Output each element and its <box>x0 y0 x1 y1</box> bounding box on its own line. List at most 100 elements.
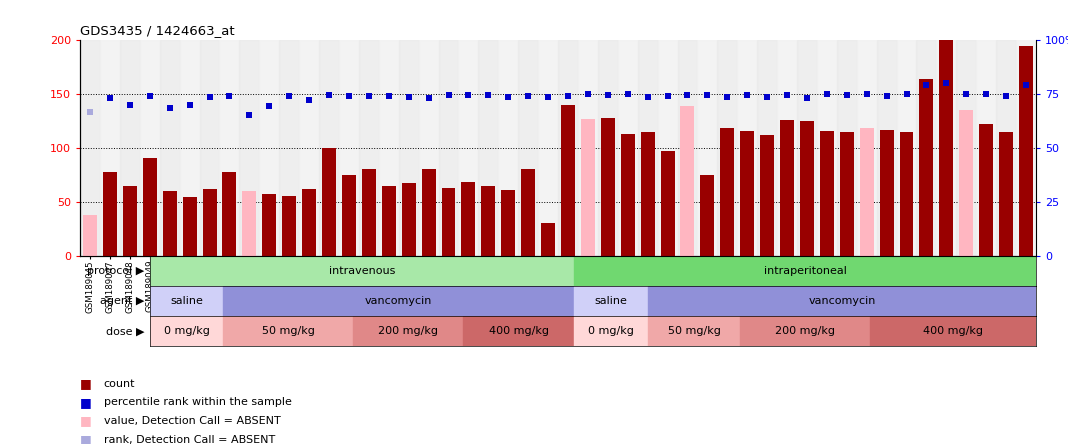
Bar <box>381 186 396 256</box>
Bar <box>352 316 464 346</box>
Bar <box>183 198 197 256</box>
Text: 400 mg/kg: 400 mg/kg <box>489 326 549 336</box>
Bar <box>860 128 874 256</box>
Bar <box>940 40 954 256</box>
Bar <box>419 40 439 256</box>
Bar <box>342 175 356 256</box>
Bar <box>279 40 299 256</box>
Bar <box>521 170 535 256</box>
Bar <box>621 134 634 256</box>
Bar <box>575 256 1036 286</box>
Text: dose ▶: dose ▶ <box>106 326 144 336</box>
Bar <box>561 105 575 256</box>
Bar <box>1019 47 1033 256</box>
Text: rank, Detection Call = ABSENT: rank, Detection Call = ABSENT <box>104 435 274 444</box>
Bar <box>617 40 638 256</box>
Bar <box>461 182 475 256</box>
Bar <box>996 40 1016 256</box>
Text: 400 mg/kg: 400 mg/kg <box>923 326 983 336</box>
Bar <box>920 79 933 256</box>
Bar <box>740 131 754 256</box>
Text: 50 mg/kg: 50 mg/kg <box>262 326 314 336</box>
Bar <box>103 171 116 256</box>
Bar <box>242 191 256 256</box>
Text: vancomycin: vancomycin <box>365 296 433 306</box>
Bar <box>441 188 455 256</box>
Bar <box>323 148 336 256</box>
Text: ■: ■ <box>80 377 92 390</box>
Bar <box>203 189 217 256</box>
Bar <box>482 186 496 256</box>
Bar <box>648 286 1036 316</box>
Bar <box>896 40 916 256</box>
Bar <box>143 158 157 256</box>
Bar <box>578 40 598 256</box>
Bar <box>641 132 655 256</box>
Bar <box>575 316 648 346</box>
Bar <box>899 132 913 256</box>
Text: saline: saline <box>595 296 628 306</box>
Bar <box>661 151 675 256</box>
Bar <box>319 40 339 256</box>
Bar <box>740 316 869 346</box>
Bar <box>800 121 814 256</box>
Bar <box>877 40 896 256</box>
Bar <box>458 40 478 256</box>
Text: percentile rank within the sample: percentile rank within the sample <box>104 397 292 407</box>
Bar <box>359 40 379 256</box>
Bar <box>780 120 794 256</box>
Bar <box>638 40 658 256</box>
Bar <box>778 40 797 256</box>
Bar <box>959 110 973 256</box>
Bar <box>720 128 735 256</box>
Bar <box>179 40 200 256</box>
Bar <box>817 40 837 256</box>
Bar <box>1000 132 1014 256</box>
Text: vancomycin: vancomycin <box>808 296 876 306</box>
Bar <box>757 40 778 256</box>
Bar <box>979 124 993 256</box>
Text: value, Detection Call = ABSENT: value, Detection Call = ABSENT <box>104 416 280 426</box>
Bar <box>200 40 220 256</box>
Text: GDS3435 / 1424663_at: GDS3435 / 1424663_at <box>80 24 235 37</box>
Bar <box>120 40 140 256</box>
Bar <box>976 40 996 256</box>
Bar <box>601 118 615 256</box>
Bar <box>598 40 617 256</box>
Text: agent ▶: agent ▶ <box>99 296 144 306</box>
Bar <box>83 215 97 256</box>
Bar <box>150 316 223 346</box>
Text: 0 mg/kg: 0 mg/kg <box>163 326 209 336</box>
Bar <box>857 40 877 256</box>
Bar <box>150 286 223 316</box>
Bar <box>518 40 538 256</box>
Bar <box>658 40 677 256</box>
Text: 200 mg/kg: 200 mg/kg <box>775 326 835 336</box>
Bar <box>362 170 376 256</box>
Text: intraperitoneal: intraperitoneal <box>764 266 847 276</box>
Bar <box>80 40 100 256</box>
Bar <box>541 223 555 256</box>
Bar <box>299 40 319 256</box>
Text: count: count <box>104 379 135 388</box>
Bar <box>123 186 137 256</box>
Bar <box>880 130 894 256</box>
Text: ■: ■ <box>80 414 92 428</box>
Bar <box>697 40 718 256</box>
Bar <box>422 170 436 256</box>
Bar <box>680 106 694 256</box>
Bar <box>499 40 518 256</box>
Bar <box>916 40 937 256</box>
Bar <box>339 40 359 256</box>
Bar <box>239 40 260 256</box>
Bar <box>100 40 120 256</box>
Bar <box>937 40 956 256</box>
Bar <box>737 40 757 256</box>
Bar <box>538 40 559 256</box>
Bar <box>501 190 515 256</box>
Bar <box>648 316 740 346</box>
Bar <box>718 40 737 256</box>
Text: 0 mg/kg: 0 mg/kg <box>588 326 634 336</box>
Text: ■: ■ <box>80 396 92 409</box>
Bar <box>223 316 352 346</box>
